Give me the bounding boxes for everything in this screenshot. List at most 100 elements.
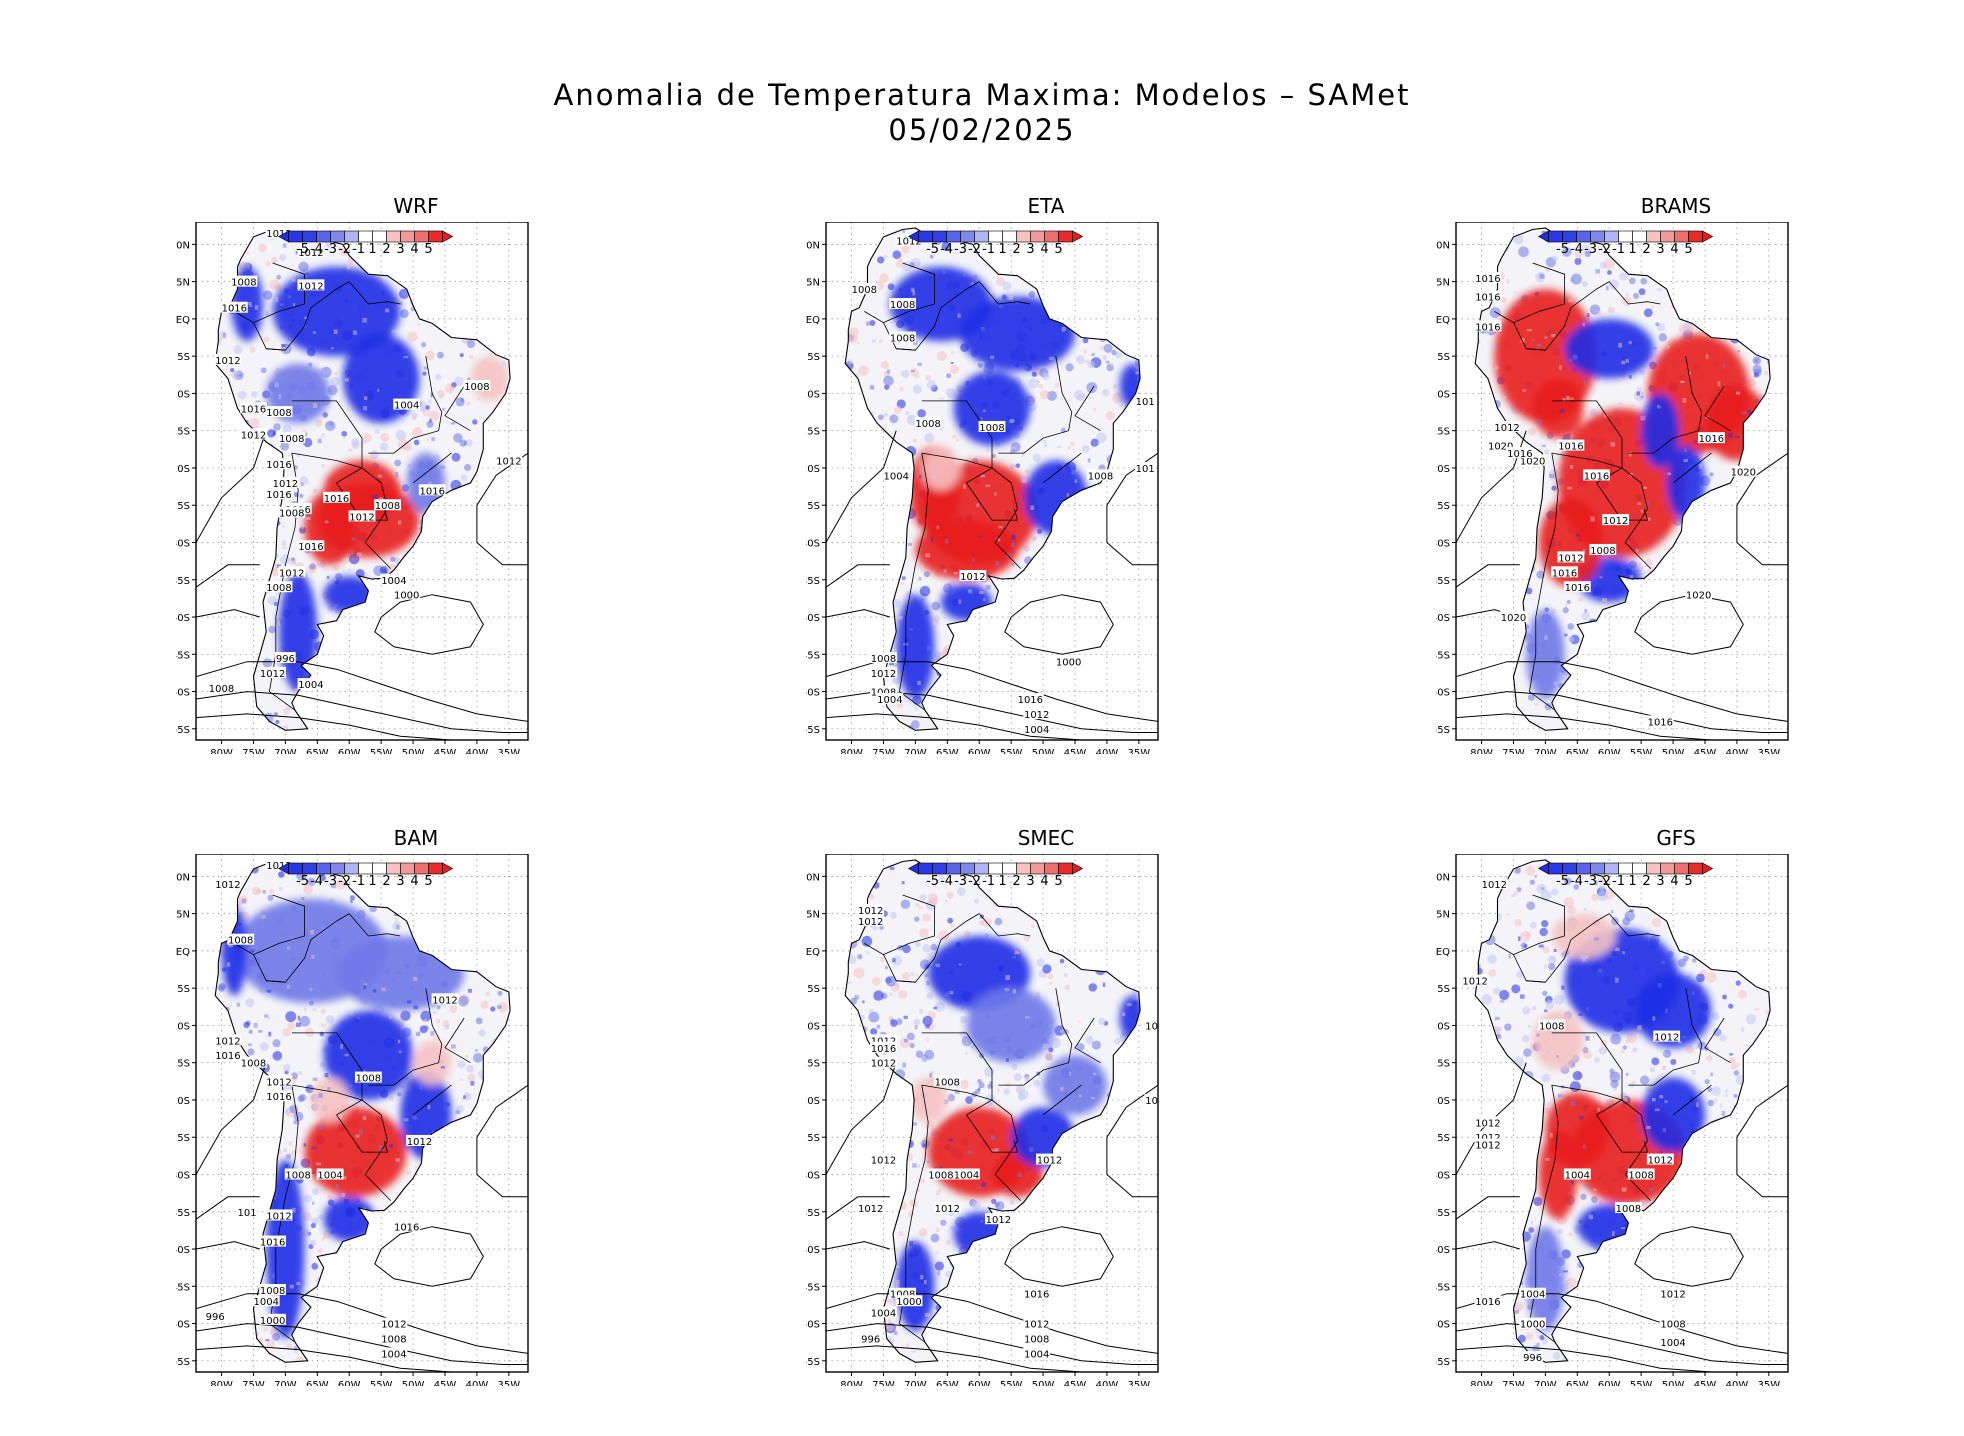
- lon-label: 40W: [1096, 1380, 1119, 1386]
- svg-text:1016: 1016: [266, 1092, 291, 1103]
- svg-text:1008: 1008: [852, 285, 877, 296]
- isobar-label: 1012: [431, 993, 459, 1006]
- lat-label: 50S: [806, 1320, 820, 1331]
- isobar-label: 1012: [933, 1202, 961, 1215]
- lon-label: 50W: [402, 748, 425, 754]
- colorbar-tick-label: 1: [1628, 874, 1636, 889]
- lat-label: 20S: [1436, 1096, 1450, 1107]
- isobar-label: 1016: [220, 301, 248, 315]
- isobar-label: 1012: [1480, 877, 1508, 891]
- isobar-label: 1016: [265, 458, 293, 471]
- svg-text:1008: 1008: [915, 419, 940, 430]
- colorbar-tick-label: 4: [1040, 242, 1048, 257]
- isobar-label: 1016: [1474, 320, 1502, 333]
- lat-label: 50S: [1436, 1320, 1450, 1331]
- anomaly-blobs: [889, 266, 1141, 700]
- colorbar-tick-label: 3: [1026, 874, 1034, 889]
- colorbar-tick-label: 1: [998, 874, 1006, 889]
- svg-text:1008: 1008: [935, 1077, 960, 1088]
- lat-label: 5S: [1437, 984, 1450, 995]
- lat-label: 10S: [176, 389, 190, 400]
- isobar-label: 1004: [870, 1306, 897, 1319]
- isobar-label: 1004: [1563, 1168, 1591, 1181]
- isobar-label: 996: [275, 652, 296, 665]
- svg-text:1012: 1012: [1603, 516, 1628, 527]
- svg-text:1016: 1016: [215, 1051, 240, 1062]
- svg-text:1008: 1008: [1024, 1334, 1049, 1345]
- svg-text:1016: 1016: [1558, 442, 1583, 453]
- svg-text:1008: 1008: [890, 334, 915, 345]
- svg-text:10: 10: [1145, 1096, 1158, 1107]
- svg-text:1004: 1004: [254, 1297, 279, 1308]
- lon-label: 35W: [1758, 748, 1781, 754]
- svg-text:101: 101: [1136, 464, 1155, 475]
- lat-label: 15S: [176, 427, 190, 438]
- colorbar-tick-label: 2: [382, 242, 390, 257]
- lat-label: 20S: [1436, 464, 1450, 475]
- lon-label: 60W: [338, 748, 361, 754]
- lon-label: 50W: [1032, 1380, 1055, 1386]
- isobar-label: 1012: [1653, 1030, 1681, 1044]
- isobar-label: 1012: [265, 1075, 293, 1088]
- lat-label: 35S: [176, 576, 190, 587]
- colorbar-tick-label: -1: [352, 874, 365, 889]
- lat-label: 10S: [1436, 389, 1450, 400]
- isobar-label: 1004: [316, 1168, 344, 1181]
- lat-label: 35S: [176, 1208, 190, 1219]
- svg-text:1008: 1008: [464, 382, 489, 393]
- colorbar-tick-label: -5: [296, 242, 309, 257]
- svg-text:1008: 1008: [266, 408, 291, 419]
- colorbar-tick-label: 1: [998, 242, 1006, 257]
- isobar-label: 1016: [323, 491, 350, 505]
- lat-label: 35S: [1436, 1208, 1450, 1219]
- isobar-label: 1008: [240, 1056, 267, 1070]
- isobar-label: 1016: [1563, 581, 1591, 594]
- lat-label: EQ: [1436, 315, 1450, 326]
- svg-text:1012: 1012: [215, 1036, 240, 1047]
- anomaly-blobs: [1494, 289, 1769, 700]
- lat-label: 15S: [806, 427, 820, 438]
- svg-text:1012: 1012: [896, 237, 921, 248]
- colorbar-tick-label: 3: [1656, 874, 1664, 889]
- svg-text:1004: 1004: [877, 695, 902, 706]
- colorbar-tick-label: 2: [1642, 874, 1650, 889]
- isobar-label: 1008: [284, 1168, 312, 1181]
- isobar-label: 1008: [380, 1332, 408, 1345]
- map-bam: 1012101210081012101210161008100810121016…: [176, 854, 529, 1386]
- isobar-label: 1004: [876, 693, 904, 706]
- isobar-label: 1000: [895, 1295, 923, 1308]
- lon-label: 35W: [498, 1380, 521, 1386]
- svg-text:1004: 1004: [954, 1170, 979, 1181]
- svg-text:1016: 1016: [298, 542, 323, 553]
- lat-label: 15S: [176, 1059, 190, 1070]
- svg-text:1016: 1016: [1565, 583, 1590, 594]
- svg-text:1012: 1012: [986, 1215, 1011, 1226]
- isobar-label: 996: [1522, 1351, 1543, 1364]
- isobar-label: 1016: [1557, 439, 1585, 453]
- colorbar-tick-label: 4: [1040, 874, 1048, 889]
- isobar-label: 1016: [870, 1041, 897, 1055]
- svg-text:1012: 1012: [349, 512, 374, 523]
- panel-title: WRF: [393, 194, 439, 218]
- lat-label: 10N: [1436, 240, 1450, 251]
- colorbar-tick-label: -4: [310, 874, 323, 889]
- lon-label: 80W: [840, 748, 863, 754]
- lon-label: 40W: [1726, 1380, 1749, 1386]
- lat-label: 55S: [1436, 1357, 1450, 1368]
- lat-label: 40S: [176, 613, 190, 624]
- colorbar: -5 -4 -3 -2 -1 1 2 3 4 5: [907, 230, 1084, 257]
- lat-label: 45S: [806, 650, 820, 661]
- svg-text:1008: 1008: [356, 1074, 381, 1085]
- isobar-label: 1008: [265, 581, 293, 594]
- lat-label: 10N: [176, 240, 190, 251]
- lon-label: 80W: [1470, 1380, 1493, 1386]
- isobar-label: 1016: [265, 488, 293, 501]
- isobar-lines: [196, 430, 528, 740]
- lon-label: 45W: [1064, 1380, 1087, 1386]
- lat-label: 5S: [807, 984, 820, 995]
- svg-text:1008: 1008: [890, 300, 915, 311]
- isobar-label: 1012: [895, 234, 923, 248]
- lon-label: 80W: [210, 1380, 233, 1386]
- colorbar-tick-label: -3: [324, 242, 337, 257]
- svg-text:1004: 1004: [298, 680, 323, 691]
